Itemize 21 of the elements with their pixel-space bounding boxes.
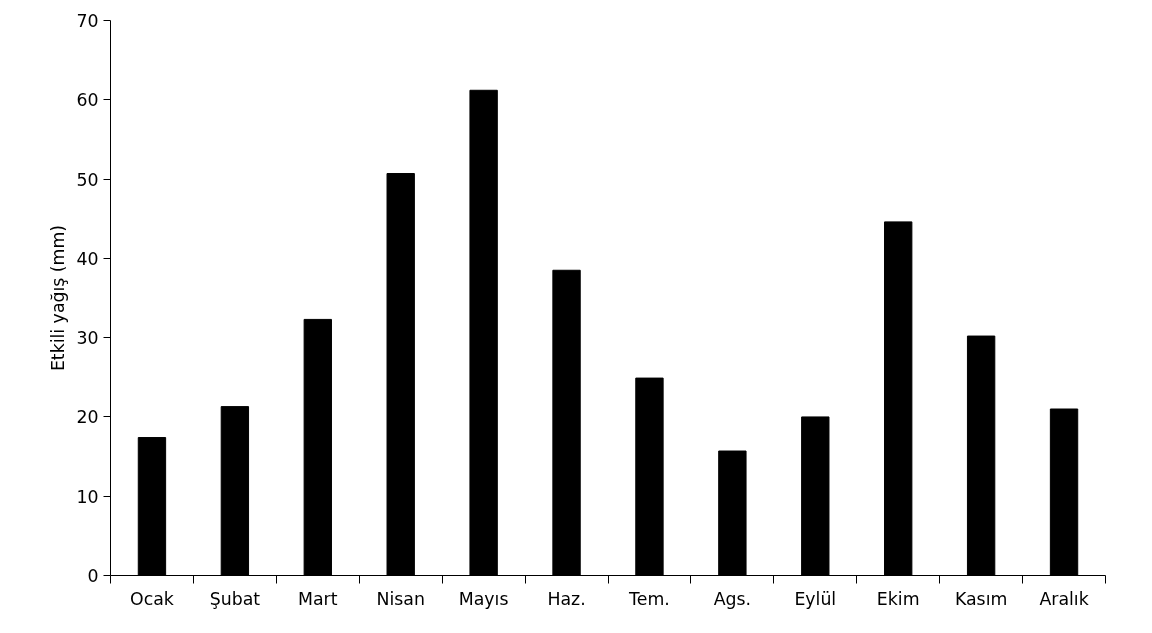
y-tick-label: 0 [87, 566, 99, 586]
y-tick-label: 30 [76, 328, 99, 349]
y-tick-label: 50 [76, 169, 99, 190]
x-tick-label: Ocak [130, 588, 174, 609]
x-tick-label: Ekim [876, 588, 920, 609]
y-tick-label: 40 [76, 248, 99, 269]
x-tick-label: Mayıs [458, 588, 509, 609]
x-tick-label: Ags. [713, 588, 752, 609]
x-tick-label: Şubat [209, 588, 261, 609]
x-tick-label: Nisan [376, 588, 425, 609]
x-tick-label: Aralık [1039, 588, 1089, 609]
y-tick-label: 60 [76, 90, 99, 111]
x-tick-label: Haz. [547, 588, 586, 609]
x-tick-label: Kasım [954, 588, 1008, 609]
x-tick-label: Eylül [794, 588, 837, 609]
x-tick-label: Mart [298, 588, 338, 609]
y-tick-label: 10 [76, 486, 99, 507]
y-axis-title: Etkili yağış (mm) [48, 224, 69, 372]
x-tick-label: Tem. [628, 588, 670, 609]
y-tick-label: 70 [76, 11, 99, 31]
y-tick-label: 20 [76, 407, 99, 428]
